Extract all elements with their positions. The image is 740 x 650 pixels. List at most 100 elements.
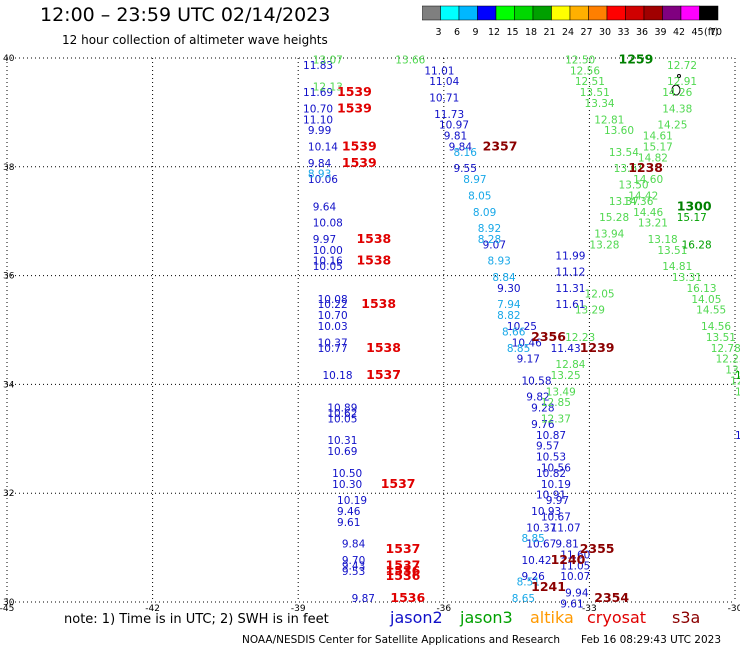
- wave-height-point: 10.08: [313, 218, 343, 230]
- wave-height-point: 9.81: [555, 539, 578, 551]
- wave-height-point: 12.51: [575, 76, 605, 88]
- scale-tick-label: 18: [525, 27, 537, 38]
- wave-height-point: 10.05: [327, 413, 357, 425]
- wave-height-point: 8.97: [463, 174, 486, 186]
- pass-time-label: 2355: [580, 541, 615, 556]
- wave-height-point: 16.13: [686, 283, 716, 295]
- pass-time-label: 2356: [531, 329, 566, 344]
- wave-height-point: 10.19: [541, 479, 571, 491]
- pass-time-label: 1259: [619, 51, 654, 66]
- wave-height-point: 10.58: [521, 375, 551, 387]
- wave-height-point: 11.99: [555, 250, 585, 262]
- wave-height-point: 8.05: [468, 190, 491, 202]
- wave-height-point: 8.84: [492, 272, 516, 284]
- wave-height-point: 10.67: [526, 539, 556, 551]
- wave-height-point: 9.17: [517, 354, 540, 366]
- legend-note: note: 1) Time is in UTC; 2) SWH is in fe…: [64, 612, 329, 627]
- wave-height-point: 12.20: [730, 375, 740, 387]
- scale-tick-label: 6: [454, 27, 460, 38]
- legend-cryosat: cryosat: [587, 608, 647, 627]
- wave-height-point: 11.01: [424, 65, 454, 77]
- wave-height-point: 11.83: [303, 60, 333, 72]
- pass-time-label: 1536: [386, 568, 421, 583]
- wave-height-point: 8.66: [502, 326, 526, 338]
- pass-time-label: 1536: [386, 563, 421, 578]
- wave-height-point: 10.22: [318, 299, 348, 311]
- wave-height-point: 10.00: [313, 245, 343, 257]
- legend-jason2: jason2: [390, 608, 443, 627]
- wave-height-point: 11.69: [303, 87, 333, 99]
- island-outline: [671, 84, 681, 96]
- wave-height-point: 13.28: [589, 239, 619, 251]
- scale-tick-label: 15: [506, 27, 518, 38]
- scale-tick-label: 9: [472, 27, 478, 38]
- wave-height-point: 10.07: [560, 571, 590, 583]
- wave-height-point: 10.18: [322, 370, 352, 382]
- wave-height-point: 11.12: [555, 267, 585, 279]
- legend-s3a: s3a: [672, 608, 701, 627]
- wave-height-point: 10.42: [521, 555, 551, 567]
- wave-height-point: 9.61: [560, 598, 583, 610]
- wave-height-point: 13.61: [614, 163, 644, 175]
- wave-height-point: 12.23: [565, 332, 595, 344]
- wave-height-point: 14.61: [643, 131, 673, 143]
- wave-height-point: 9.94: [565, 588, 589, 600]
- x-tick-label: -42: [145, 604, 160, 614]
- wave-height-point: 9.87: [352, 593, 375, 605]
- wave-height-point: 11.61: [555, 299, 585, 311]
- wave-height-point: 12.50: [565, 54, 595, 66]
- wave-height-point: 10.08: [318, 294, 348, 306]
- wave-height-point: 10.62: [327, 408, 357, 420]
- wave-height-point: 15.17: [643, 141, 673, 153]
- scale-tick-label: 70: [710, 27, 722, 38]
- footer-credit: NOAA/NESDIS Center for Satellite Applica…: [242, 634, 560, 646]
- wave-height-point: 11: [735, 430, 740, 442]
- y-tick-label: 40: [3, 54, 15, 64]
- y-tick-label: 38: [3, 163, 15, 173]
- wave-height-point: 9.61: [337, 517, 360, 529]
- wave-height-point: 8.85: [507, 343, 530, 355]
- wave-height-point: 14.81: [662, 261, 692, 273]
- x-tick-label: -33: [582, 604, 597, 614]
- wave-height-point: 8.92: [478, 223, 501, 235]
- wave-height-point: 9.82: [526, 392, 549, 404]
- scale-tick-label: 30: [599, 27, 611, 38]
- wave-height-point: 8.82: [497, 310, 520, 322]
- wave-height-point: 13.18: [648, 234, 678, 246]
- chart-subtitle: 12 hour collection of altimeter wave hei…: [62, 33, 328, 47]
- legend-altika: altika: [530, 608, 574, 627]
- scale-tick-label: 24: [562, 27, 574, 38]
- wave-height-point: 13.94: [594, 229, 624, 241]
- wave-height-point: 13.25: [551, 370, 581, 382]
- wave-height-point: 9.97: [313, 234, 336, 246]
- wave-height-point: 10.70: [303, 103, 333, 115]
- wave-height-point: 14.82: [638, 152, 668, 164]
- x-tick-label: -45: [0, 604, 14, 614]
- wave-height-point: 9.43: [342, 560, 365, 572]
- wave-height-point: 10.82: [536, 468, 566, 480]
- scale-tick-label: 33: [617, 27, 629, 38]
- wave-height-point: 13.50: [619, 180, 649, 192]
- wave-height-point: 8.51: [517, 577, 540, 589]
- color-scale-graphic: 3 6 9 12 15 18 21 24 27 30 33 36 39 42 45 70(ft): [421, 5, 722, 38]
- wave-height-point: 9.46: [337, 506, 361, 518]
- scale-tick-label: 39: [654, 27, 666, 38]
- pass-time-label: 2354: [594, 590, 629, 605]
- wave-height-point: 10.67: [541, 511, 571, 523]
- wave-height-point: 11.43: [551, 343, 581, 355]
- scale-tick-label: 21: [543, 27, 555, 38]
- wave-height-point: 12.37: [541, 413, 571, 425]
- wave-height-point: 12.95: [735, 386, 740, 398]
- scale-tick-label: 36: [636, 27, 648, 38]
- pass-time-label: 1538: [366, 340, 401, 355]
- scale-unit: (ft): [704, 27, 718, 38]
- wave-height-point: 8.09: [473, 207, 496, 219]
- pass-time-label: 1537: [386, 557, 421, 572]
- wave-height-point: 14.60: [633, 174, 663, 186]
- pass-time-label: 1539: [337, 84, 372, 99]
- pass-time-label: 1538: [356, 231, 391, 246]
- wave-height-point: 11.60: [560, 549, 590, 561]
- wave-height-point: 8.28: [478, 234, 501, 246]
- pass-time-label: 1240: [551, 552, 586, 567]
- wave-height-point: 14.36: [623, 196, 653, 208]
